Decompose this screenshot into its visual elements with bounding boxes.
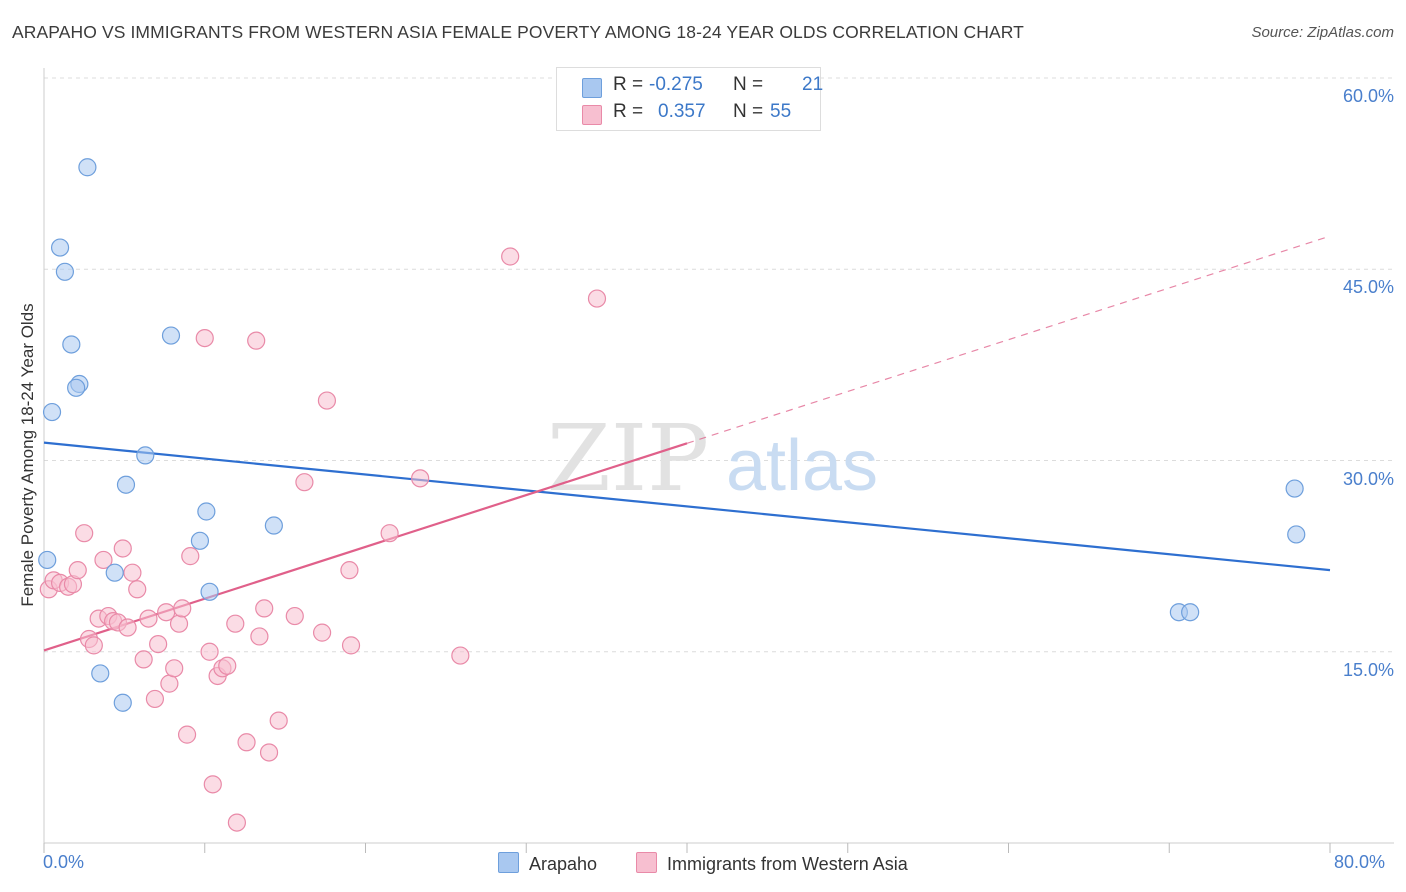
y-tick-label: 60.0%	[1342, 86, 1394, 106]
point-immigrants	[259, 743, 279, 762]
point-arapaho	[67, 378, 86, 397]
point-immigrants	[203, 775, 222, 794]
point-immigrants	[128, 580, 147, 599]
point-arapaho	[105, 563, 124, 582]
correlation-legend: R = -0.275 N = 21 R = 0.357 N = 55	[556, 67, 824, 131]
point-arapaho	[197, 502, 216, 521]
point-immigrants	[165, 659, 184, 678]
legend-swatch-immigrants	[582, 105, 602, 125]
point-immigrants	[169, 614, 189, 633]
point-arapaho	[91, 664, 110, 683]
point-immigrants	[160, 674, 179, 693]
point-immigrants	[118, 618, 137, 637]
source-credit: Source: ZipAtlas.com	[1251, 24, 1394, 41]
point-immigrants	[380, 524, 399, 543]
x-tick-max: 80.0%	[1334, 852, 1386, 872]
y-tick-label: 30.0%	[1342, 468, 1394, 489]
point-immigrants	[247, 331, 266, 350]
legend-n-value-arapaho: 21	[802, 74, 824, 95]
point-immigrants	[123, 563, 142, 582]
chart-title: ARAPAHO VS IMMIGRANTS FROM WESTERN ASIA …	[12, 22, 1024, 42]
point-arapaho	[264, 516, 283, 535]
point-immigrants	[340, 561, 359, 580]
point-immigrants	[84, 636, 103, 655]
point-arapaho	[78, 158, 97, 177]
point-arapaho	[113, 693, 132, 712]
bottom-legend-label-immigrants: Immigrants from Western Asia	[667, 854, 908, 874]
point-immigrants	[237, 733, 256, 752]
point-immigrants	[295, 473, 314, 492]
legend-n-label: N =	[733, 101, 764, 122]
point-immigrants	[341, 636, 361, 655]
legend-n-label: N =	[733, 74, 764, 95]
point-immigrants	[94, 550, 113, 570]
watermark: ZIP atlas	[547, 405, 878, 512]
point-immigrants	[113, 539, 132, 558]
legend-swatch-arapaho	[582, 78, 602, 98]
point-immigrants	[226, 614, 245, 633]
point-immigrants	[173, 599, 192, 618]
bottom-legend-swatch-arapaho	[498, 852, 519, 873]
point-immigrants	[200, 642, 219, 661]
point-arapaho	[38, 550, 57, 570]
point-arapaho	[42, 402, 62, 422]
point-arapaho	[190, 531, 210, 550]
gridlines	[44, 77, 1394, 653]
point-immigrants	[68, 561, 87, 580]
y-tick-label: 45.0%	[1342, 277, 1394, 298]
bottom-legend-label-arapaho: Arapaho	[529, 854, 598, 874]
point-immigrants	[285, 606, 304, 626]
point-arapaho	[136, 446, 155, 465]
axes	[43, 68, 1394, 853]
point-immigrants	[139, 609, 158, 628]
legend-row-immigrants: R = 0.357 N = 55	[557, 101, 820, 127]
point-immigrants	[501, 247, 520, 266]
point-immigrants	[181, 547, 200, 566]
trend-lines	[43, 235, 1331, 652]
legend-r-value-immigrants: 0.357	[658, 101, 706, 122]
x-tick-min: 0.0%	[43, 852, 85, 872]
point-immigrants	[587, 289, 607, 308]
watermark-atlas: atlas	[726, 426, 878, 506]
point-arapaho	[62, 335, 81, 354]
point-immigrants	[218, 656, 237, 675]
legend-r-label: R =	[613, 101, 644, 122]
trend-line-arapaho	[43, 441, 1331, 572]
data-points	[38, 158, 1306, 832]
point-immigrants	[227, 813, 246, 832]
point-immigrants	[317, 391, 337, 410]
point-arapaho	[116, 475, 136, 494]
legend-r-value-arapaho: -0.275	[649, 74, 703, 95]
point-immigrants	[149, 634, 168, 654]
point-immigrants	[75, 524, 94, 543]
point-arapaho	[1285, 479, 1304, 498]
point-arapaho	[200, 582, 219, 601]
point-immigrants	[451, 646, 470, 665]
point-immigrants	[134, 650, 153, 669]
point-immigrants	[411, 469, 430, 488]
trend-line-immigrants-extension	[686, 235, 1331, 444]
legend-r-label: R =	[613, 74, 644, 95]
point-arapaho	[161, 326, 181, 345]
legend-n-value-immigrants: 55	[770, 101, 792, 122]
point-arapaho	[1181, 603, 1200, 622]
point-immigrants	[312, 623, 332, 642]
legend-row-arapaho: R = -0.275 N = 21	[557, 74, 824, 100]
point-immigrants	[255, 599, 274, 618]
point-arapaho	[50, 238, 70, 257]
y-axis-label: Female Poverty Among 18-24 Year Olds	[18, 303, 37, 607]
legend-item-immigrants: Immigrants from Western Asia	[636, 852, 908, 875]
point-immigrants	[177, 725, 197, 744]
point-arapaho	[1287, 525, 1306, 544]
point-immigrants	[250, 627, 269, 646]
point-immigrants	[269, 711, 288, 730]
y-tick-label: 15.0%	[1342, 659, 1394, 680]
point-arapaho	[55, 262, 74, 281]
point-immigrants	[195, 329, 214, 348]
bottom-legend-swatch-immigrants	[636, 852, 657, 873]
legend-item-arapaho: Arapaho	[498, 852, 597, 875]
point-immigrants	[145, 689, 165, 709]
